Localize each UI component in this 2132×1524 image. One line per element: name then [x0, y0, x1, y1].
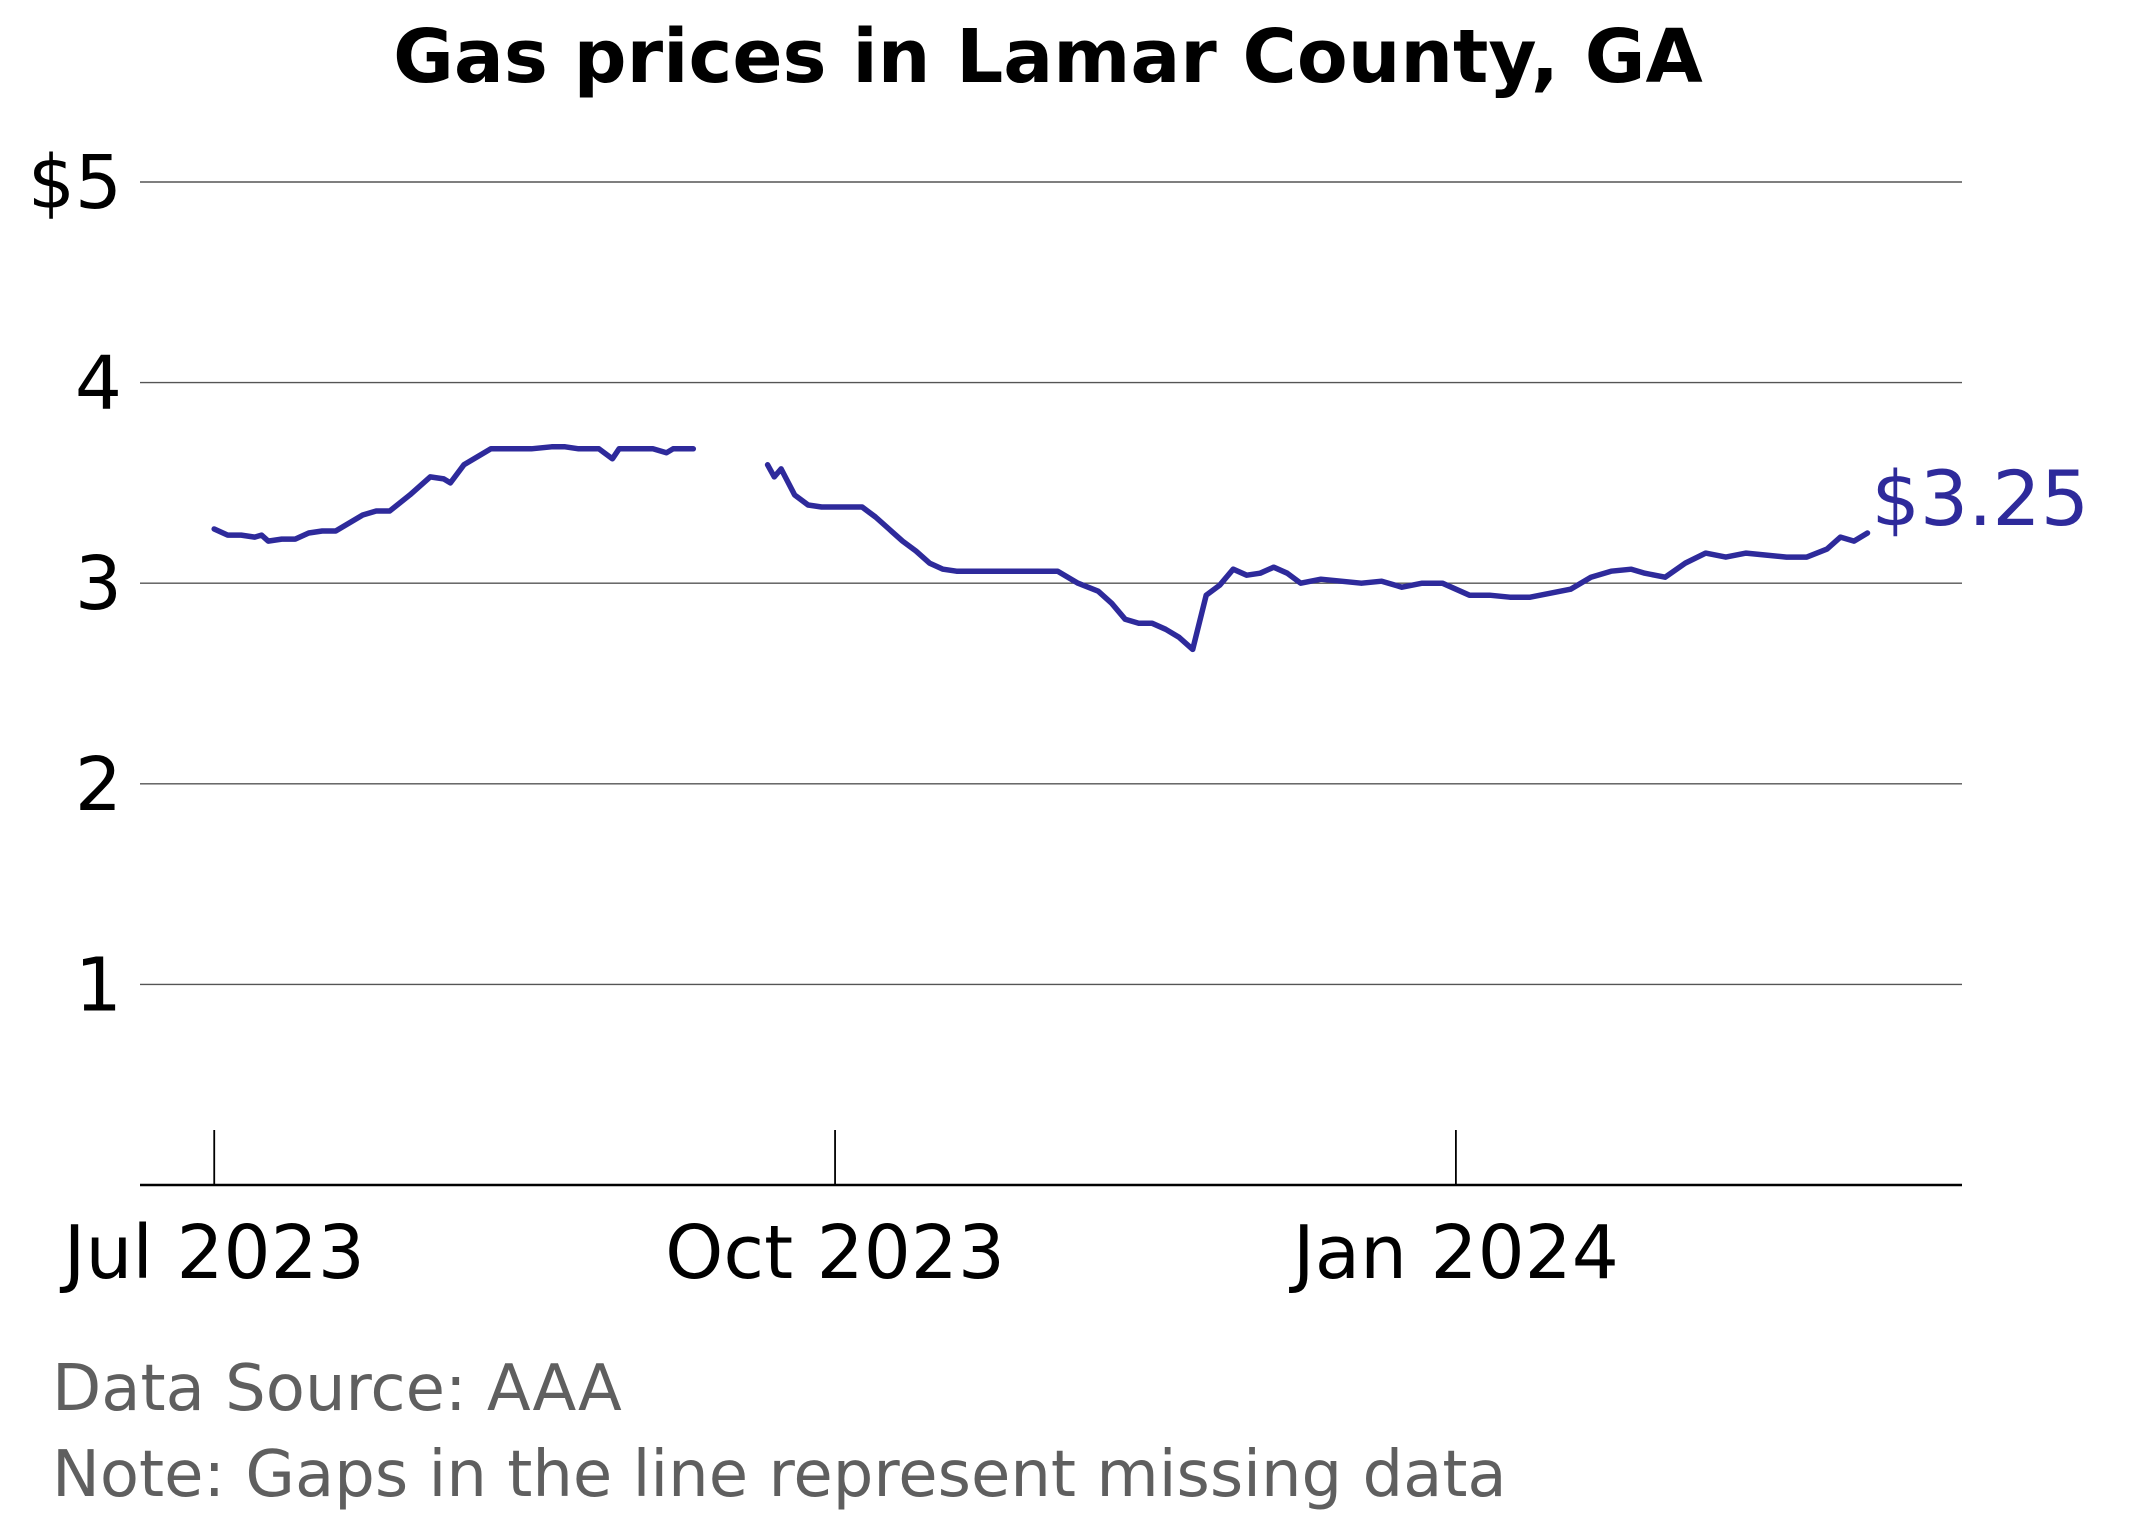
chart-title: Gas prices in Lamar County, GA — [393, 14, 1703, 100]
price-line-segment-1 — [211, 444, 697, 544]
price-series — [211, 444, 1871, 653]
grid-lines — [140, 181, 1962, 986]
x-tick-label: Oct 2023 — [665, 1210, 1005, 1296]
y-axis-ticks: 1 2 3 4 $5 — [28, 140, 122, 1028]
x-tick-label: Jan 2024 — [1289, 1210, 1619, 1296]
y-tick-label: 1 — [75, 942, 122, 1028]
x-tick-label: Jul 2023 — [60, 1210, 365, 1296]
y-tick-label: 2 — [75, 742, 122, 828]
data-source-note: Data Source: AAA — [52, 1352, 622, 1426]
price-line-segment-2 — [764, 462, 1871, 653]
x-axis: Jul 2023 Oct 2023 Jan 2024 — [60, 1130, 1962, 1296]
latest-price-label: $3.25 — [1872, 454, 2090, 543]
y-tick-label: 4 — [75, 341, 122, 427]
y-tick-label: 3 — [75, 541, 122, 627]
y-tick-label: $5 — [28, 140, 122, 226]
missing-data-note: Note: Gaps in the line represent missing… — [52, 1438, 1507, 1512]
